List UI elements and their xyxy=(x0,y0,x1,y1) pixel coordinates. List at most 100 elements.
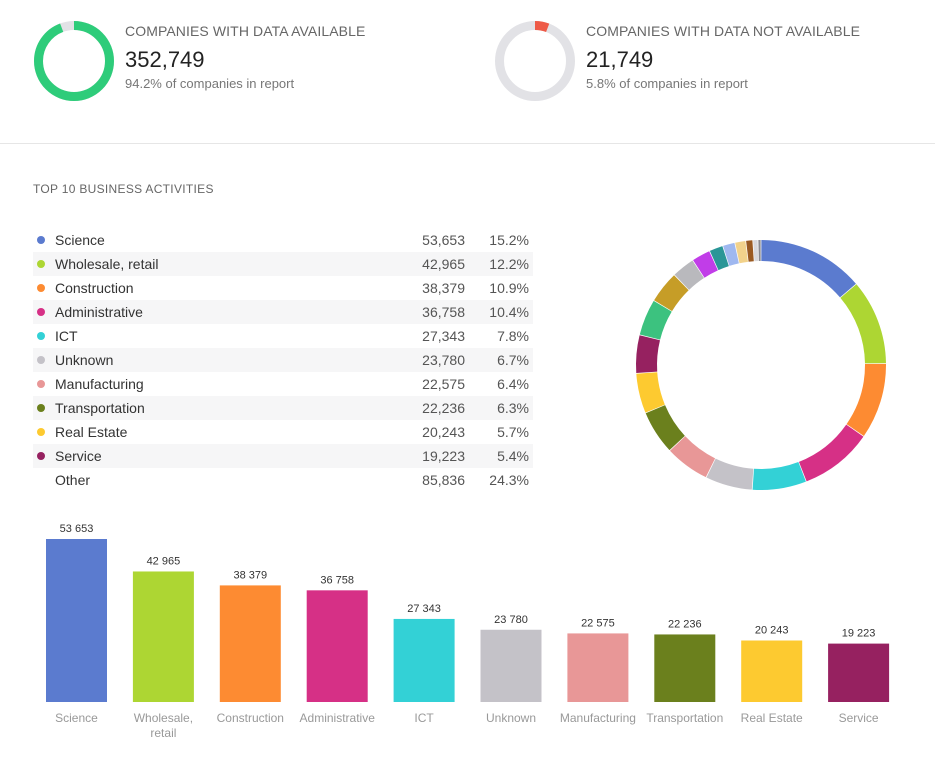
activity-name: Unknown xyxy=(55,352,114,368)
kpi-data-not-available: COMPANIES WITH DATA NOT AVAILABLE 21,749… xyxy=(494,20,914,110)
activity-name: Service xyxy=(55,448,102,464)
bar-category-label: Science xyxy=(55,711,98,725)
activity-name: ICT xyxy=(55,328,78,344)
activity-percent: 7.8% xyxy=(497,328,529,344)
donut-slice xyxy=(746,240,754,262)
kpi-ring-available xyxy=(34,21,114,101)
table-row: Administrative 36,758 10.4% xyxy=(33,300,533,324)
table-row: Service 19,223 5.4% xyxy=(33,444,533,468)
bar xyxy=(654,634,716,702)
activity-count: 53,653 xyxy=(422,232,465,248)
section-divider xyxy=(0,143,935,144)
bar-value-label: 36 758 xyxy=(320,574,354,586)
ring-progress xyxy=(495,21,575,101)
legend-dot xyxy=(37,284,45,292)
bar-value-label: 27 343 xyxy=(407,603,441,615)
donut-slice xyxy=(670,436,716,478)
table-row: Wholesale, retail 42,965 12.2% xyxy=(33,252,533,276)
activity-count: 20,243 xyxy=(422,424,465,440)
activity-percent: 10.4% xyxy=(489,304,529,320)
table-row: Manufacturing 22,575 6.4% xyxy=(33,372,533,396)
donut-slice xyxy=(723,242,739,266)
table-row: Science 53,653 15.2% xyxy=(33,228,533,252)
donut-slice xyxy=(706,458,754,490)
legend-dot xyxy=(37,452,45,460)
activity-percent: 15.2% xyxy=(489,232,529,248)
table-row: Unknown 23,780 6.7% xyxy=(33,348,533,372)
table-row: Construction 38,379 10.9% xyxy=(33,276,533,300)
activity-count: 22,236 xyxy=(422,400,465,416)
activity-count: 22,575 xyxy=(422,376,465,392)
donut-slice xyxy=(735,240,748,264)
legend-dot xyxy=(37,428,45,436)
donut-slice xyxy=(636,335,660,374)
activity-percent: 6.3% xyxy=(497,400,529,416)
bar-category-label: Manufacturing xyxy=(560,711,636,725)
donut-slice xyxy=(758,240,761,262)
donut-slice xyxy=(798,424,864,482)
activity-percent: 5.7% xyxy=(497,424,529,440)
kpi-title: COMPANIES WITH DATA AVAILABLE xyxy=(125,23,366,39)
kpi-subtitle: 5.8% of companies in report xyxy=(586,76,748,91)
kpi-title: COMPANIES WITH DATA NOT AVAILABLE xyxy=(586,23,861,39)
kpi-ring-not-available xyxy=(495,21,575,101)
bar xyxy=(219,585,281,702)
activity-count: 27,343 xyxy=(422,328,465,344)
kpi-subtitle: 94.2% of companies in report xyxy=(125,76,295,91)
legend-dot xyxy=(37,308,45,316)
ring-progress xyxy=(34,21,114,101)
donut-slice xyxy=(761,240,856,298)
activities-bar-chart: 53 653 Science 42 965 Wholesale,retail 38 37… xyxy=(46,523,890,740)
donut-slice xyxy=(840,284,886,364)
donut-slice xyxy=(752,462,806,490)
bar-category-label: Real Estate xyxy=(741,711,803,725)
bar-category-label: Unknown xyxy=(486,711,536,725)
activity-name: Transportation xyxy=(55,400,145,416)
legend-dot xyxy=(37,236,45,244)
bar xyxy=(46,539,107,702)
table-row: Transportation 22,236 6.3% xyxy=(33,396,533,420)
table-row: ICT 27,343 7.8% xyxy=(33,324,533,348)
donut-slice xyxy=(693,251,718,278)
bar-category-label: Service xyxy=(839,711,879,725)
table-row-other: Other 85,836 24.3% xyxy=(33,468,533,492)
activity-percent: 6.4% xyxy=(497,376,529,392)
bar-value-label: 19 223 xyxy=(842,628,876,640)
activity-count: 36,758 xyxy=(422,304,465,320)
bar-category-label: Transportation xyxy=(646,711,723,725)
donut-slice xyxy=(846,363,886,437)
activity-name: Real Estate xyxy=(55,424,128,440)
activity-count: 42,965 xyxy=(422,256,465,272)
activity-name: Wholesale, retail xyxy=(55,256,159,272)
activity-percent: 5.4% xyxy=(497,448,529,464)
legend-dot xyxy=(37,380,45,388)
activity-name: Manufacturing xyxy=(55,376,144,392)
activity-count: 38,379 xyxy=(422,280,465,296)
bar-category-label: Wholesale, xyxy=(134,711,193,725)
bar-value-label: 20 243 xyxy=(755,625,789,637)
bar-value-label: 38 379 xyxy=(233,569,267,581)
bar-category-label: Administrative xyxy=(300,711,376,725)
bar xyxy=(828,643,890,702)
ring-track xyxy=(495,21,575,101)
activity-percent: 24.3% xyxy=(489,472,529,488)
donut-slice xyxy=(639,300,672,340)
bar-value-label: 22 575 xyxy=(581,617,615,629)
donut-slice xyxy=(636,372,665,413)
legend-dot xyxy=(37,404,45,412)
bar-category-label: ICT xyxy=(414,711,434,725)
bar xyxy=(306,590,368,702)
bar xyxy=(393,618,455,702)
bar xyxy=(741,640,803,702)
bar xyxy=(567,633,629,702)
activity-name: Construction xyxy=(55,280,134,296)
bar-category-label: retail xyxy=(150,726,176,740)
bar-category-label: Construction xyxy=(217,711,284,725)
donut-slice xyxy=(753,240,759,262)
bar-value-label: 42 965 xyxy=(147,555,181,567)
activity-percent: 10.9% xyxy=(489,280,529,296)
kpi-value: 352,749 xyxy=(125,47,205,72)
activity-count: 23,780 xyxy=(422,352,465,368)
bar xyxy=(132,571,194,702)
activity-name: Administrative xyxy=(55,304,143,320)
